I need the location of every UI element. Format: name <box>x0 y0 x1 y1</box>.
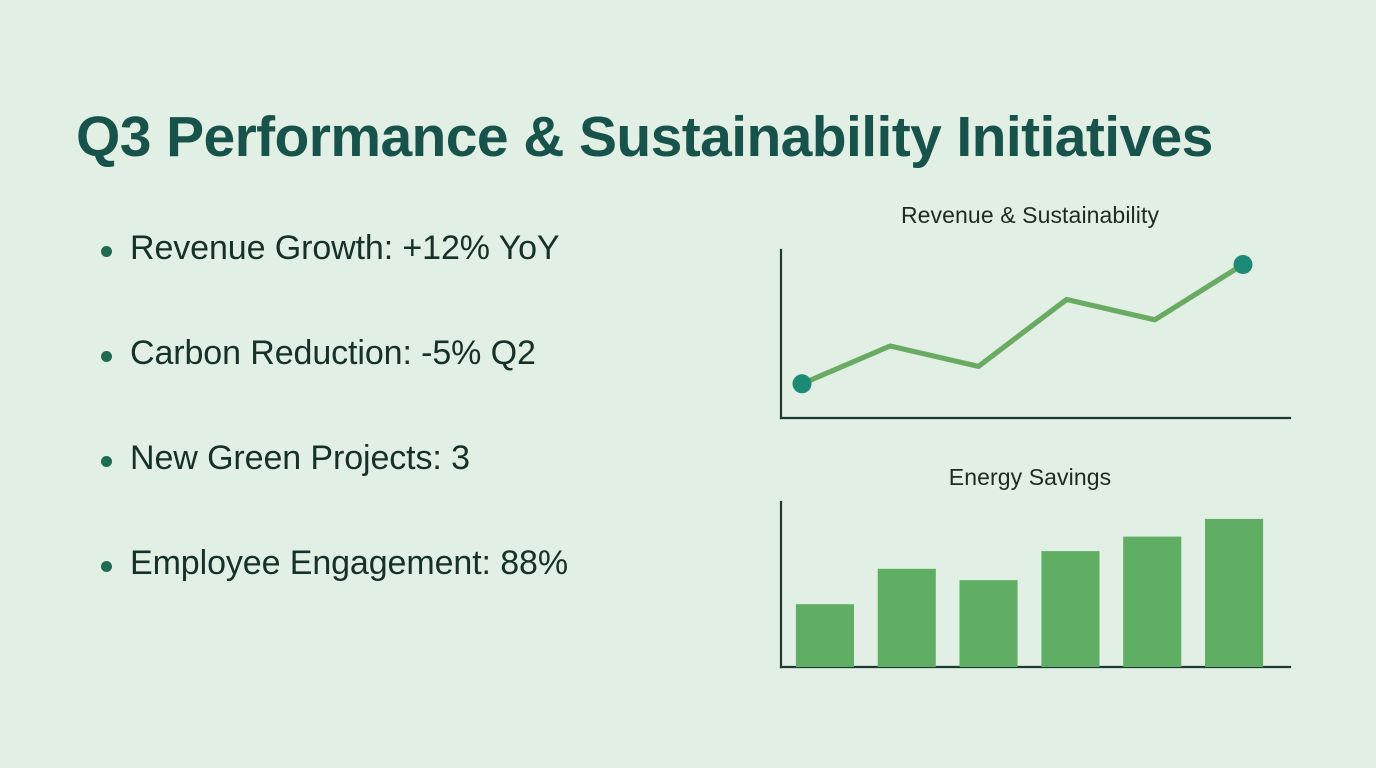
list-item: New Green Projects: 3 <box>98 438 718 543</box>
bar-chart-bars <box>795 518 1264 667</box>
list-item: Employee Engagement: 88% <box>98 543 718 648</box>
bar-chart-bar <box>1205 518 1264 667</box>
line-chart-endpoint-marker <box>792 374 812 394</box>
bar-chart-block: Energy Savings <box>760 452 1320 700</box>
line-chart-block: Revenue & Sustainability <box>760 190 1320 435</box>
charts-panel: Revenue & Sustainability Energy Savings <box>760 190 1320 700</box>
line-chart-title: Revenue & Sustainability <box>900 202 1160 228</box>
bar-chart-bar <box>1123 536 1182 667</box>
bar-chart-bar <box>959 580 1018 667</box>
bar-chart-bar <box>1041 551 1100 667</box>
line-chart-series <box>799 261 1246 387</box>
bar-chart-bar <box>877 568 936 667</box>
line-chart-markers <box>792 255 1253 394</box>
bullet-text: New Green Projects: 3 <box>130 439 470 477</box>
list-item: Revenue Growth: +12% YoY <box>98 228 718 333</box>
bullet-text: Employee Engagement: 88% <box>130 544 568 582</box>
key-metrics-list: Revenue Growth: +12% YoY Carbon Reductio… <box>98 228 718 648</box>
bullet-dot-icon <box>101 456 112 467</box>
bullet-dot-icon <box>101 351 112 362</box>
bar-chart-bar <box>795 604 854 667</box>
bullet-text: Carbon Reduction: -5% Q2 <box>130 334 536 372</box>
revenue-sustainability-line-chart <box>779 248 1292 420</box>
line-chart-endpoint-marker <box>1233 255 1253 274</box>
page-title: Q3 Performance & Sustainability Initiati… <box>76 105 1213 170</box>
list-item: Carbon Reduction: -5% Q2 <box>98 333 718 438</box>
bar-chart-title: Energy Savings <box>948 464 1112 490</box>
bullet-text: Revenue Growth: +12% YoY <box>130 229 560 267</box>
bullet-dot-icon <box>101 561 112 572</box>
energy-savings-bar-chart <box>779 500 1292 669</box>
bullet-dot-icon <box>101 246 112 257</box>
